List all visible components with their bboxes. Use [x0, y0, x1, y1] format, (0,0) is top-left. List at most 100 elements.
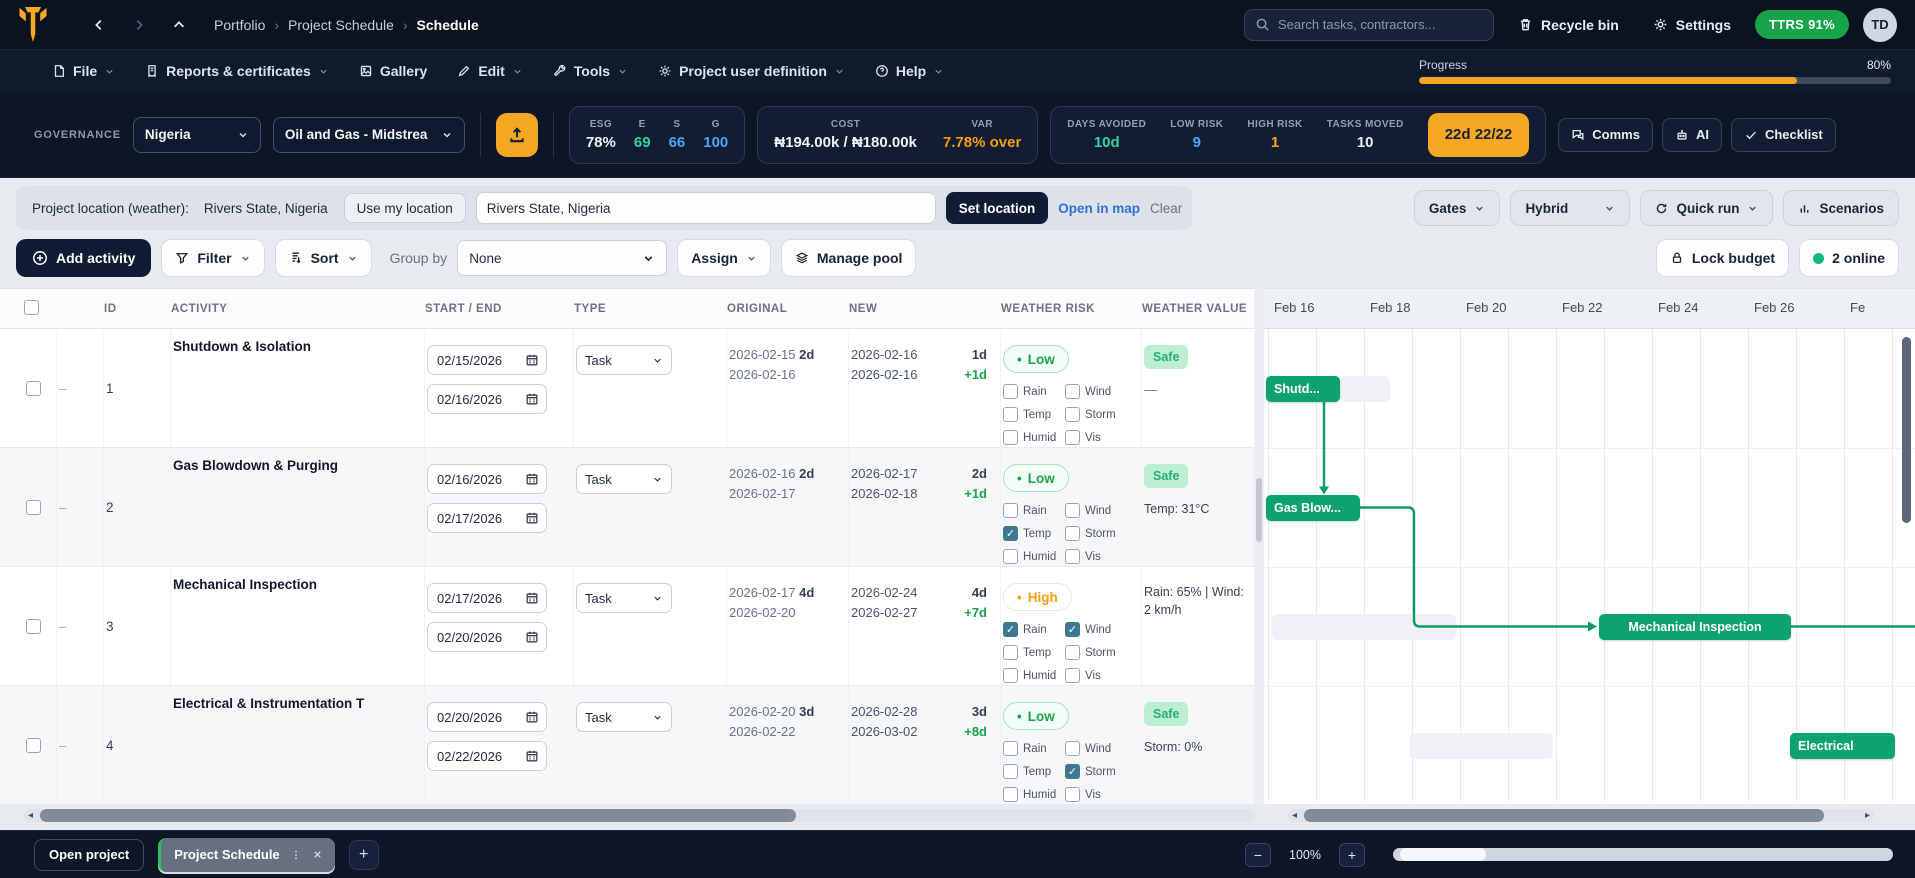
end-date-input[interactable]: 02/16/2026	[427, 384, 547, 414]
collapse-up-icon[interactable]	[172, 18, 186, 32]
search-input[interactable]	[1277, 17, 1483, 32]
tab-menu-dots-icon[interactable]	[290, 849, 302, 861]
risk-option-wind[interactable]: Wind	[1065, 503, 1127, 518]
quick-run-button[interactable]: Quick run	[1640, 190, 1774, 226]
use-my-location-button[interactable]: Use my location	[343, 193, 466, 223]
scrollbar-thumb[interactable]	[1304, 809, 1824, 822]
type-select[interactable]: Task	[576, 702, 672, 732]
gantt-task-bar[interactable]: Shutd...	[1266, 375, 1340, 402]
gantt-horizontal-scrollbar[interactable]: ◂ ▸	[1288, 809, 1874, 822]
risk-checkbox[interactable]: ✓	[1065, 764, 1080, 779]
risk-level-badge[interactable]: • Low	[1003, 702, 1069, 730]
menu-item-edit[interactable]: Edit	[445, 57, 534, 85]
recycle-bin-button[interactable]: Recycle bin	[1508, 11, 1629, 39]
risk-option-humid[interactable]: Humid	[1003, 549, 1065, 564]
column-header-new[interactable]: NEW	[849, 302, 878, 315]
assign-button[interactable]: Assign	[677, 239, 771, 277]
breadcrumb-portfolio[interactable]: Portfolio	[214, 16, 266, 33]
menu-item-gallery[interactable]: Gallery	[347, 57, 439, 85]
new-tab-button[interactable]: +	[348, 839, 379, 870]
risk-checkbox[interactable]	[1003, 430, 1018, 445]
table-row-activity-3[interactable]: – 3 Mechanical Inspection 02/17/2026 02/20/2…	[0, 567, 1254, 686]
start-date-input[interactable]: 02/17/2026	[427, 583, 547, 613]
group-by-select[interactable]: None	[457, 240, 668, 276]
gates-dropdown[interactable]: Gates	[1413, 190, 1501, 226]
settings-button[interactable]: Settings	[1643, 11, 1741, 39]
global-search[interactable]	[1243, 8, 1494, 41]
risk-checkbox[interactable]	[1065, 645, 1080, 660]
risk-checkbox[interactable]	[1065, 668, 1080, 683]
calendar-icon[interactable]	[525, 511, 539, 525]
gantt-vertical-scrollbar[interactable]	[1902, 337, 1911, 523]
risk-option-wind[interactable]: Wind	[1065, 384, 1127, 399]
lock-budget-button[interactable]: Lock budget	[1655, 239, 1790, 277]
zoom-in-button[interactable]: +	[1339, 842, 1365, 867]
risk-option-rain[interactable]: ✓ Rain	[1003, 622, 1065, 637]
risk-option-rain[interactable]: Rain	[1003, 384, 1065, 399]
risk-option-humid[interactable]: Humid	[1003, 668, 1065, 683]
risk-checkbox[interactable]	[1065, 384, 1080, 399]
risk-option-temp[interactable]: Temp	[1003, 407, 1065, 422]
column-header-weather-risk[interactable]: WEATHER RISK	[1001, 302, 1095, 315]
risk-checkbox[interactable]	[1065, 526, 1080, 541]
menu-item-reports-certificates[interactable]: Reports & certificates	[133, 57, 341, 85]
row-checkbox[interactable]	[26, 618, 41, 634]
risk-checkbox[interactable]	[1003, 787, 1018, 802]
risk-option-storm[interactable]: Storm	[1065, 645, 1127, 660]
scrollbar-thumb[interactable]	[40, 809, 796, 822]
ai-button[interactable]: AI	[1661, 117, 1722, 152]
location-input[interactable]	[475, 192, 936, 224]
country-select[interactable]: Nigeria	[132, 116, 261, 153]
clear-location-button[interactable]: Clear	[1150, 200, 1183, 216]
checklist-button[interactable]: Checklist	[1730, 117, 1836, 152]
risk-checkbox[interactable]	[1003, 741, 1018, 756]
end-date-input[interactable]: 02/17/2026	[427, 503, 547, 533]
slider-thumb[interactable]	[1400, 848, 1486, 861]
risk-checkbox[interactable]	[1003, 668, 1018, 683]
row-checkbox[interactable]	[26, 737, 41, 753]
calendar-icon[interactable]	[525, 710, 539, 724]
calendar-icon[interactable]	[525, 353, 539, 367]
risk-option-humid[interactable]: Humid	[1003, 430, 1065, 445]
column-header-id[interactable]: ID	[104, 302, 117, 315]
risk-checkbox[interactable]	[1065, 407, 1080, 422]
table-horizontal-scrollbar[interactable]: ◂	[24, 809, 1254, 822]
risk-option-vis[interactable]: Vis	[1065, 787, 1127, 802]
table-row-activity-4[interactable]: –4 Electrical & Instrumentation T 02/20/20…	[0, 686, 1254, 804]
type-select[interactable]: Task	[576, 583, 672, 613]
mode-select[interactable]: Hybrid	[1510, 190, 1631, 226]
row-checkbox[interactable]	[26, 499, 41, 515]
add-activity-button[interactable]: Add activity	[16, 239, 152, 277]
risk-option-wind[interactable]: Wind	[1065, 741, 1127, 756]
open-project-button[interactable]: Open project	[34, 838, 145, 871]
calendar-icon[interactable]	[525, 392, 539, 406]
scroll-left-icon[interactable]: ◂	[28, 810, 34, 821]
risk-option-vis[interactable]: Vis	[1065, 549, 1127, 564]
risk-level-badge[interactable]: • Low	[1003, 464, 1069, 492]
risk-level-badge[interactable]: • Low	[1003, 345, 1069, 373]
sort-button[interactable]: Sort	[274, 239, 372, 277]
risk-checkbox[interactable]	[1003, 407, 1018, 422]
risk-option-temp[interactable]: Temp	[1003, 645, 1065, 660]
risk-option-storm[interactable]: Storm	[1065, 407, 1127, 422]
calendar-icon[interactable]	[525, 630, 539, 644]
risk-option-humid[interactable]: Humid	[1003, 787, 1065, 802]
gantt-zoom-slider[interactable]	[1393, 848, 1893, 861]
risk-checkbox[interactable]	[1003, 503, 1018, 518]
end-date-input[interactable]: 02/20/2026	[427, 622, 547, 652]
start-date-input[interactable]: 02/20/2026	[427, 702, 547, 732]
risk-checkbox[interactable]: ✓	[1065, 622, 1080, 637]
risk-option-rain[interactable]: Rain	[1003, 741, 1065, 756]
risk-checkbox[interactable]	[1003, 549, 1018, 564]
table-row-activity-1[interactable]: – 1 Shutdown & Isolation 02/15/2026 02/16/20…	[0, 329, 1254, 448]
column-header-activity[interactable]: ACTIVITY	[171, 302, 228, 315]
risk-checkbox[interactable]	[1003, 645, 1018, 660]
duration-pill[interactable]: 22d 22/22	[1427, 112, 1530, 157]
risk-checkbox[interactable]	[1003, 764, 1018, 779]
column-header-start-end[interactable]: START / END	[425, 302, 502, 315]
tab-close-icon[interactable]	[312, 849, 323, 860]
risk-option-vis[interactable]: Vis	[1065, 430, 1127, 445]
risk-checkbox[interactable]	[1065, 741, 1080, 756]
table-row-activity-2[interactable]: – 2 Gas Blowdown & Purging 02/16/2026 02/17/…	[0, 448, 1254, 567]
start-date-input[interactable]: 02/16/2026	[427, 464, 547, 494]
